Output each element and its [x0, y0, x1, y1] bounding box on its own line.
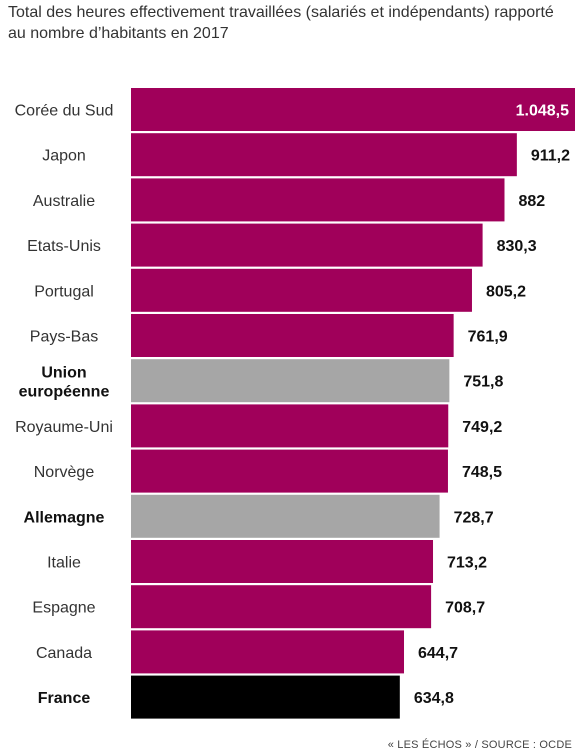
- value-label: 713,2: [447, 555, 487, 572]
- category-label: Portugal: [34, 283, 94, 300]
- chart-title: Total des heures effectivement travaillé…: [8, 4, 554, 42]
- category-label: Corée du Sud: [15, 103, 114, 120]
- category-label: Allemagne: [24, 509, 105, 526]
- value-label: 805,2: [486, 283, 526, 300]
- value-label: 749,2: [462, 419, 502, 436]
- bar-canada: [131, 630, 405, 674]
- category-label: Pays-Bas: [30, 329, 98, 346]
- value-label: 748,5: [462, 464, 502, 481]
- bar-etats-unis: [131, 223, 483, 267]
- category-label: France: [38, 690, 91, 707]
- value-label: 761,9: [468, 329, 508, 346]
- value-label: 1.048,5: [516, 103, 569, 120]
- value-label: 728,7: [454, 509, 494, 526]
- bar-australie: [131, 178, 505, 222]
- value-label: 751,8: [463, 374, 503, 391]
- bar-japon: [131, 133, 517, 177]
- source-credit: « LES ÉCHOS » / SOURCE : OCDE: [387, 739, 572, 751]
- category-label: Canada: [36, 645, 92, 662]
- category-label: Norvège: [34, 464, 95, 481]
- value-label: 911,2: [531, 148, 570, 165]
- category-label: Australie: [33, 193, 95, 210]
- bar-espagne: [131, 585, 432, 629]
- bar-corée-du-sud: [131, 88, 575, 131]
- category-label: Italie: [47, 555, 81, 572]
- value-label: 830,3: [497, 238, 537, 255]
- category-label: Royaume-Uni: [15, 419, 113, 436]
- bar-pays-bas: [131, 314, 454, 357]
- value-label: 644,7: [418, 645, 458, 662]
- bar-royaume-uni: [131, 404, 449, 448]
- bar-union-européenne: [131, 359, 450, 403]
- value-label: 634,8: [414, 690, 454, 707]
- bar-italie: [131, 540, 434, 583]
- bar-norvège: [131, 449, 448, 493]
- bar-portugal: [131, 268, 472, 312]
- value-label: 882: [518, 193, 545, 210]
- category-label: Japon: [42, 148, 86, 165]
- category-label: Union européenne: [19, 365, 110, 401]
- value-label: 708,7: [445, 600, 485, 617]
- category-label: Etats-Unis: [27, 238, 101, 255]
- category-label: Espagne: [32, 600, 95, 617]
- bar-france: [131, 675, 400, 719]
- bar-allemagne: [131, 494, 440, 538]
